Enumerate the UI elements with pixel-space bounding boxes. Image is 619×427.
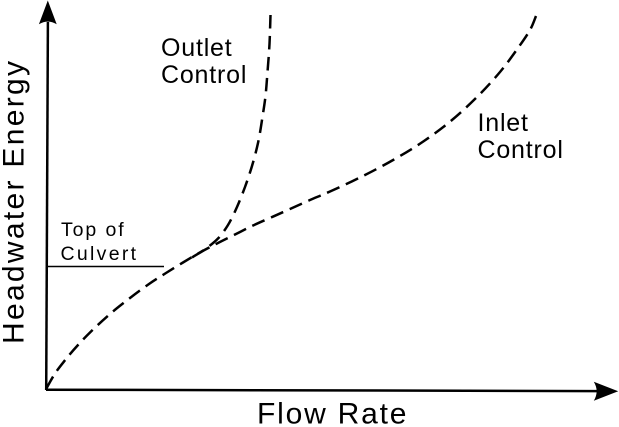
svg-text:Control: Control	[478, 136, 564, 164]
svg-text:Top of: Top of	[61, 219, 126, 241]
svg-text:Culvert: Culvert	[61, 243, 139, 265]
svg-text:Flow Rate: Flow Rate	[257, 398, 408, 427]
svg-text:Inlet: Inlet	[478, 109, 529, 137]
svg-text:Headwater Energy: Headwater Energy	[0, 59, 31, 344]
svg-text:Control: Control	[161, 61, 247, 89]
svg-text:Outlet: Outlet	[161, 34, 233, 62]
